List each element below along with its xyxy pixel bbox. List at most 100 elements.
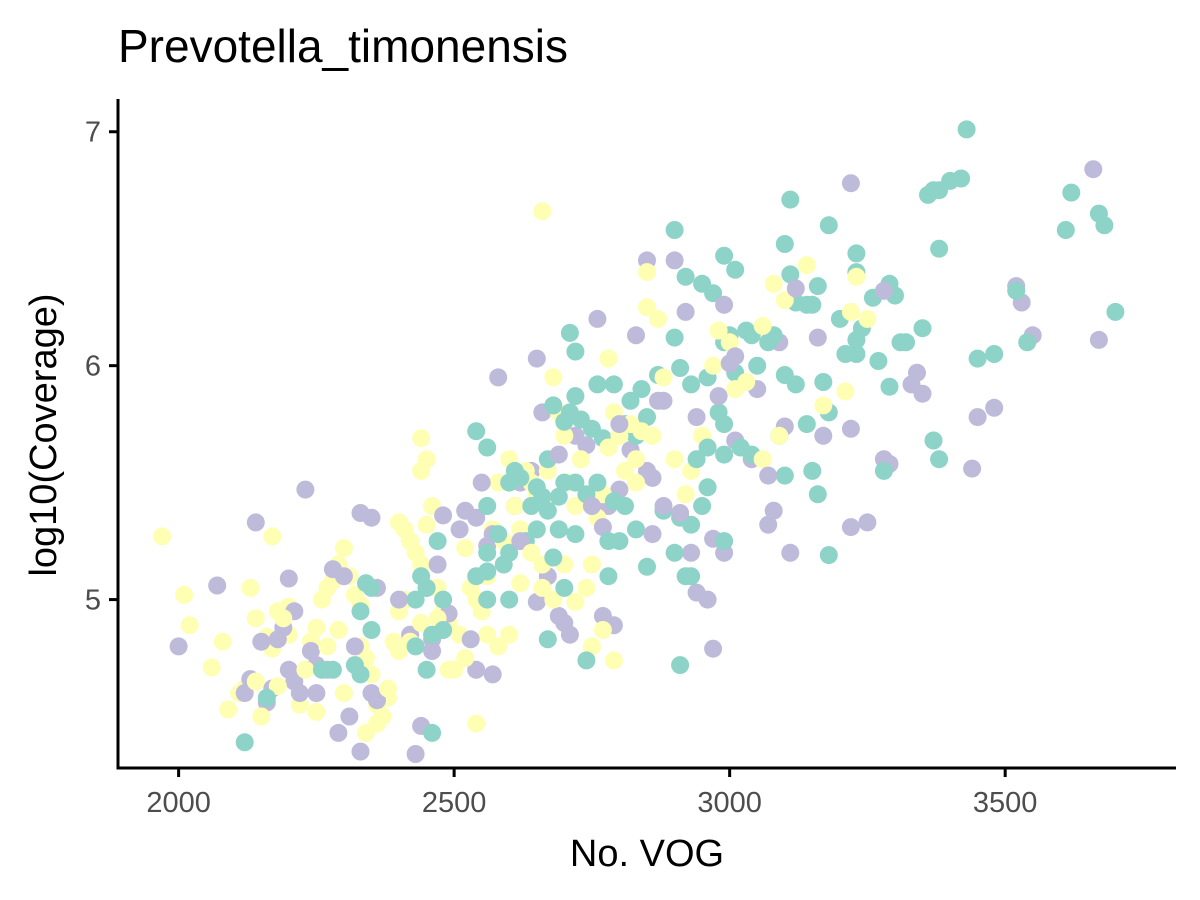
data-point (775, 291, 794, 310)
data-point (748, 356, 767, 375)
y-tick-label: 5 (85, 585, 101, 617)
data-point (202, 658, 221, 677)
data-point (847, 244, 866, 263)
data-point (511, 532, 530, 551)
data-point (715, 445, 734, 464)
data-point (296, 480, 315, 499)
data-point (781, 265, 800, 284)
data-point (841, 518, 860, 537)
data-point (153, 527, 172, 546)
data-point (593, 607, 612, 625)
data-point (704, 284, 723, 303)
y-ticks: 5 6 7 (85, 117, 118, 617)
data-point (478, 625, 497, 644)
data-point (687, 450, 706, 469)
data-point (858, 513, 877, 532)
data-point (599, 532, 618, 551)
data-point (638, 408, 656, 427)
x-tick-label: 3000 (697, 787, 762, 819)
data-point (345, 637, 364, 656)
data-point (522, 543, 541, 562)
data-point (555, 614, 574, 632)
data-point (456, 649, 475, 668)
data-point (704, 356, 723, 375)
data-point (665, 251, 684, 270)
data-point (263, 527, 282, 546)
data-point (467, 714, 486, 733)
data-point (764, 274, 783, 293)
data-point (814, 373, 833, 391)
data-point (819, 546, 838, 565)
data-point (434, 506, 453, 525)
chart-title: Prevotella_timonensis (118, 20, 568, 72)
data-point (627, 520, 645, 539)
data-point (781, 190, 800, 209)
data-point (351, 504, 370, 522)
data-point (323, 660, 342, 679)
data-point (632, 380, 651, 399)
data-point (665, 221, 684, 239)
data-point (775, 235, 794, 253)
data-point (318, 637, 337, 656)
x-axis-title: No. VOG (570, 833, 724, 875)
data-point (351, 665, 370, 684)
data-point (538, 501, 557, 520)
data-point (604, 651, 623, 670)
data-point (472, 473, 491, 492)
x-tick-label: 3500 (973, 787, 1038, 819)
data-point (930, 450, 949, 469)
data-point (334, 684, 353, 703)
x-tick-label: 2500 (422, 787, 487, 819)
data-point (467, 567, 486, 586)
data-point (489, 637, 508, 656)
data-point (323, 560, 342, 579)
data-point (329, 723, 348, 742)
data-point (417, 660, 436, 679)
data-point (643, 426, 662, 445)
data-point (246, 672, 265, 691)
data-point (467, 660, 486, 679)
data-point (764, 501, 783, 520)
data-point (213, 632, 232, 651)
data-point (450, 520, 469, 539)
x-ticks: 2000 2500 3000 3500 (146, 768, 1037, 819)
data-point (456, 501, 475, 520)
data-point (654, 391, 673, 410)
data-point (638, 263, 656, 282)
data-point (786, 375, 805, 394)
data-point (489, 368, 508, 387)
data-point (505, 497, 524, 515)
data-point (500, 473, 519, 492)
data-point (511, 574, 530, 593)
data-point (544, 590, 563, 609)
data-point (1056, 221, 1075, 239)
data-point (390, 590, 408, 609)
data-point (726, 260, 745, 279)
data-point (588, 473, 607, 492)
data-point (869, 352, 888, 370)
data-point (897, 333, 915, 352)
data-point (169, 637, 188, 656)
x-tick-label: 2000 (146, 787, 211, 819)
data-point (478, 497, 497, 515)
data-point (582, 555, 601, 574)
data-point (709, 321, 728, 340)
data-point (175, 585, 194, 604)
data-point (803, 295, 822, 314)
data-point (301, 642, 320, 660)
data-point (588, 375, 607, 394)
y-axis-title: log10(Coverage) (23, 293, 65, 576)
data-point (362, 684, 381, 703)
data-point (676, 485, 695, 504)
data-point (665, 543, 684, 562)
data-point (478, 438, 497, 457)
data-point (351, 602, 370, 621)
data-point (235, 684, 254, 703)
data-point (874, 281, 893, 300)
data-point (753, 316, 772, 335)
data-point (527, 520, 546, 539)
data-point (351, 742, 370, 761)
data-point (544, 396, 563, 415)
data-point (241, 578, 260, 597)
data-point (412, 614, 431, 632)
